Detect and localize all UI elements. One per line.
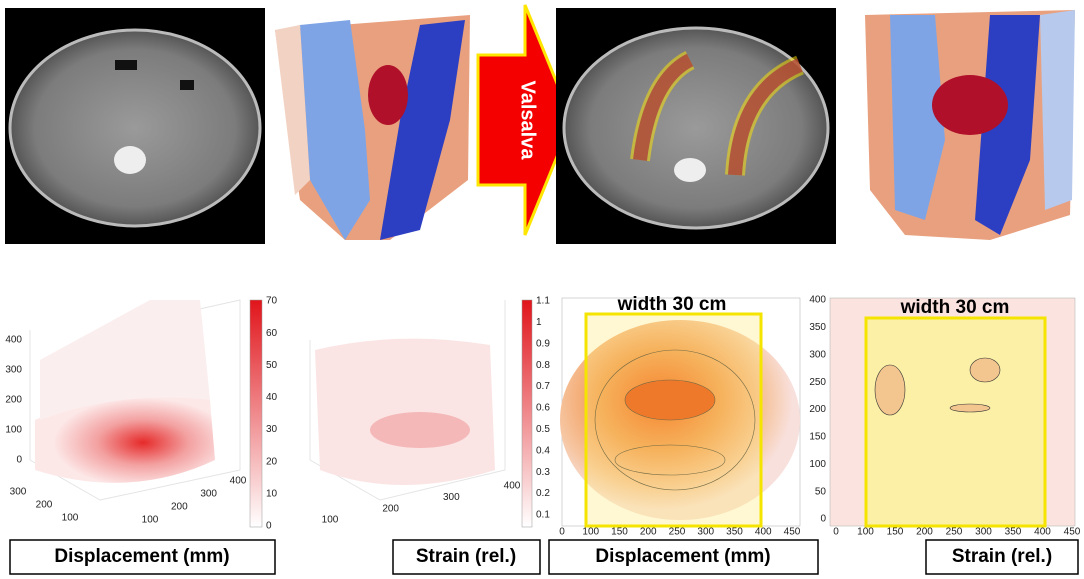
contour-strain bbox=[829, 297, 1076, 528]
x-tick-label: 400 bbox=[230, 476, 247, 487]
x-tick-label: 0 bbox=[833, 527, 839, 538]
y-tick-label: 0 bbox=[820, 514, 826, 525]
x-tick-label: 200 bbox=[36, 500, 53, 511]
x-tick-label: 350 bbox=[1005, 527, 1022, 538]
y-tick-label: 300 bbox=[5, 365, 22, 376]
x-tick-label: 150 bbox=[611, 527, 628, 538]
x-tick-label: 400 bbox=[504, 481, 521, 492]
y-tick-label: 400 bbox=[5, 335, 22, 346]
x-tick-label: 100 bbox=[857, 527, 874, 538]
arrow-label: Valsalva bbox=[517, 81, 539, 161]
caption: Strain (rel.) bbox=[952, 546, 1052, 567]
y-tick-label: 150 bbox=[809, 432, 826, 443]
x-tick-label: 100 bbox=[142, 515, 159, 526]
colorbar-label: 0.8 bbox=[536, 360, 550, 371]
colorbar bbox=[249, 299, 263, 528]
colorbar bbox=[521, 299, 533, 528]
x-tick-label: 300 bbox=[443, 492, 460, 503]
x-tick-label: 200 bbox=[171, 502, 188, 513]
x-tick-label: 200 bbox=[640, 527, 657, 538]
panel-title: width 30 cm bbox=[617, 294, 727, 315]
colorbar-label: 0.6 bbox=[536, 403, 550, 414]
x-tick-label: 200 bbox=[916, 527, 933, 538]
x-tick-label: 200 bbox=[382, 503, 399, 514]
colorbar-label: 1 bbox=[536, 317, 542, 328]
colorbar-label: 1.1 bbox=[536, 296, 550, 307]
x-tick-label: 300 bbox=[200, 489, 217, 500]
x-tick-label: 400 bbox=[1034, 527, 1051, 538]
y-tick-label: 250 bbox=[809, 377, 826, 388]
x-tick-label: 300 bbox=[697, 527, 714, 538]
x-tick-label: 100 bbox=[62, 513, 79, 524]
colorbar-label: 30 bbox=[266, 424, 278, 435]
colorbar-label: 0.5 bbox=[536, 424, 550, 435]
y-tick-label: 200 bbox=[5, 395, 22, 406]
y-tick-label: 350 bbox=[809, 322, 826, 333]
x-tick-label: 250 bbox=[946, 527, 963, 538]
render-3d-after bbox=[865, 10, 1075, 240]
colorbar-label: 0.1 bbox=[536, 510, 550, 521]
ct-image-before bbox=[5, 8, 265, 244]
ct-image-after bbox=[556, 8, 836, 244]
render-3d-before bbox=[275, 15, 470, 240]
caption: Displacement (mm) bbox=[595, 546, 770, 567]
colorbar-label: 0.3 bbox=[536, 467, 550, 478]
y-tick-label: 400 bbox=[809, 295, 826, 306]
y-tick-label: 200 bbox=[809, 404, 826, 415]
y-tick-label: 0 bbox=[16, 455, 22, 466]
caption-box bbox=[925, 539, 1079, 575]
panel-title: width 30 cm bbox=[900, 297, 1010, 318]
caption-box bbox=[392, 539, 541, 575]
x-tick-label: 400 bbox=[755, 527, 772, 538]
x-tick-label: 150 bbox=[887, 527, 904, 538]
colorbar-label: 0 bbox=[266, 521, 272, 532]
caption-box bbox=[548, 539, 819, 575]
valsalva-arrow bbox=[476, 4, 574, 236]
colorbar-label: 0.4 bbox=[536, 445, 550, 456]
caption-box bbox=[9, 539, 276, 575]
colorbar-label: 0.9 bbox=[536, 338, 550, 349]
x-tick-label: 250 bbox=[669, 527, 686, 538]
colorbar-label: 10 bbox=[266, 488, 278, 499]
colorbar-label: 60 bbox=[266, 328, 278, 339]
y-tick-label: 100 bbox=[5, 425, 22, 436]
x-tick-label: 300 bbox=[975, 527, 992, 538]
x-tick-label: 450 bbox=[784, 527, 801, 538]
colorbar-label: 50 bbox=[266, 360, 278, 371]
x-tick-label: 100 bbox=[582, 527, 599, 538]
x-tick-label: 350 bbox=[726, 527, 743, 538]
caption: Strain (rel.) bbox=[416, 546, 516, 567]
plot-3d-displacement bbox=[29, 299, 241, 501]
colorbar-label: 40 bbox=[266, 392, 278, 403]
plot-3d-strain bbox=[309, 300, 506, 501]
x-tick-label: 450 bbox=[1064, 527, 1081, 538]
x-tick-label: 300 bbox=[10, 487, 27, 498]
y-tick-label: 50 bbox=[815, 486, 827, 497]
y-tick-label: 300 bbox=[809, 349, 826, 360]
y-tick-label: 100 bbox=[809, 459, 826, 470]
x-tick-label: 100 bbox=[322, 515, 339, 526]
colorbar-label: 0.7 bbox=[536, 381, 550, 392]
caption: Displacement (mm) bbox=[54, 546, 229, 567]
contour-displacement bbox=[560, 297, 801, 528]
x-tick-label: 0 bbox=[559, 527, 565, 538]
colorbar-label: 0.2 bbox=[536, 488, 550, 499]
colorbar-label: 70 bbox=[266, 296, 278, 307]
colorbar-label: 20 bbox=[266, 456, 278, 467]
